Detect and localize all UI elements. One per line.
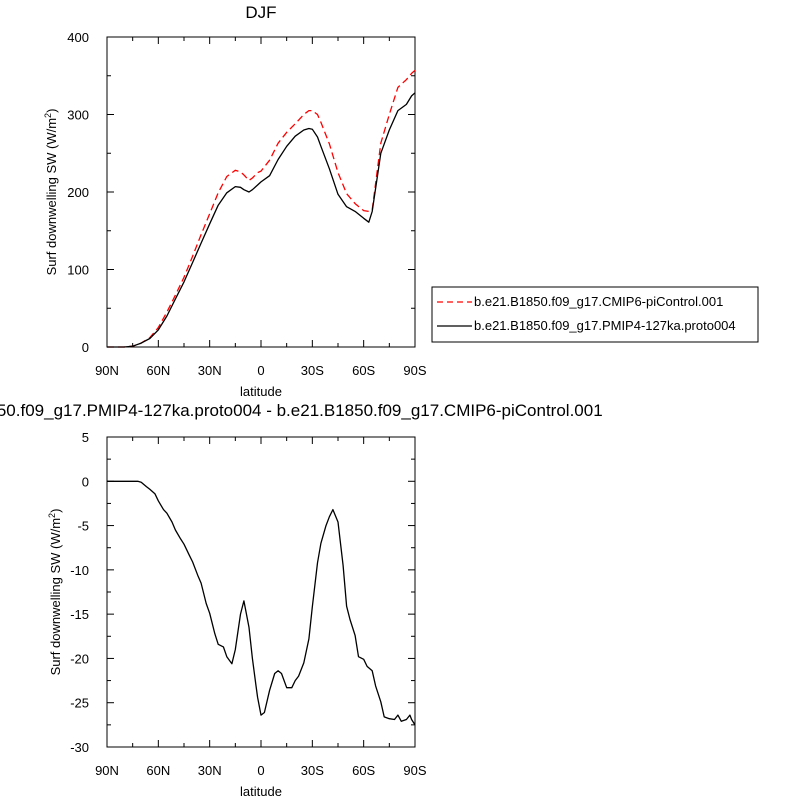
bottom-ytick-label: -5 [77, 519, 89, 534]
bottom-ytick-label: -10 [70, 563, 89, 578]
bottom-ytick-label: 5 [82, 430, 89, 445]
legend-label-piControl: b.e21.B1850.f09_g17.CMIP6-piControl.001 [474, 294, 723, 309]
bottom-ytick-label: -25 [70, 696, 89, 711]
bottom-chart-title: b.e21.B1850.f09_g17.PMIP4-127ka.proto004… [0, 401, 603, 420]
top-plot-frame [106, 36, 416, 348]
top-legend: b.e21.B1850.f09_g17.CMIP6-piControl.001 … [431, 286, 759, 343]
bottom-ytick-label: 0 [82, 474, 89, 489]
top-ytick-label: 300 [67, 108, 89, 123]
top-ytick-label: 100 [67, 263, 89, 278]
top-chart-title: DJF [245, 3, 276, 22]
bottom-y-axis-label: Surf downwelling SW (W/m2) [47, 509, 63, 676]
legend-label-proto004: b.e21.B1850.f09_g17.PMIP4-127ka.proto004 [474, 318, 736, 333]
top-series-line-0 [107, 69, 416, 348]
bottom-xtick-label: 60S [352, 763, 375, 778]
top-xtick-label: 60S [352, 363, 375, 378]
top-y-axis-label: Surf downwelling SW (W/m2) [43, 109, 59, 276]
top-ytick-label: 0 [82, 340, 89, 355]
bottom-xtick-label: 90N [95, 763, 119, 778]
top-xtick-label: 0 [257, 363, 264, 378]
bottom-xtick-label: 30N [198, 763, 222, 778]
bottom-ytick-label: -30 [70, 740, 89, 755]
top-ytick-label: 200 [67, 185, 89, 200]
bottom-series-line-0 [107, 480, 416, 726]
bottom-plot-area: 90N 60N 30N 0 30S 60S 90S 5 0 -5 -10 -15 -20 -25 -30 [70, 430, 427, 778]
bottom-panel: b.e21.B1850.f09_g17.PMIP4-127ka.proto004… [0, 401, 603, 799]
bottom-plot-frame [106, 436, 416, 748]
top-x-axis-label: latitude [240, 384, 282, 399]
bottom-xtick-label: 60N [146, 763, 170, 778]
bottom-xtick-label: 90S [403, 763, 426, 778]
top-xtick-label: 90S [403, 363, 426, 378]
bottom-x-axis-label: latitude [240, 784, 282, 799]
top-xtick-label: 60N [146, 363, 170, 378]
top-panel: DJF 90N 60N 30N 0 30S 60S 90S 0 100 200 300 400 lat… [43, 3, 427, 399]
top-xtick-label: 90N [95, 363, 119, 378]
bottom-xtick-label: 0 [257, 763, 264, 778]
legend-box [431, 286, 759, 343]
bottom-ytick-label: -20 [70, 651, 89, 666]
top-series-line-1 [107, 92, 416, 348]
top-plot-area: 90N 60N 30N 0 30S 60S 90S 0 100 200 300 400 [67, 30, 427, 378]
top-xtick-label: 30S [301, 363, 324, 378]
bottom-xtick-label: 30S [301, 763, 324, 778]
top-ytick-label: 400 [67, 30, 89, 45]
bottom-ytick-label: -15 [70, 607, 89, 622]
top-xtick-label: 30N [198, 363, 222, 378]
